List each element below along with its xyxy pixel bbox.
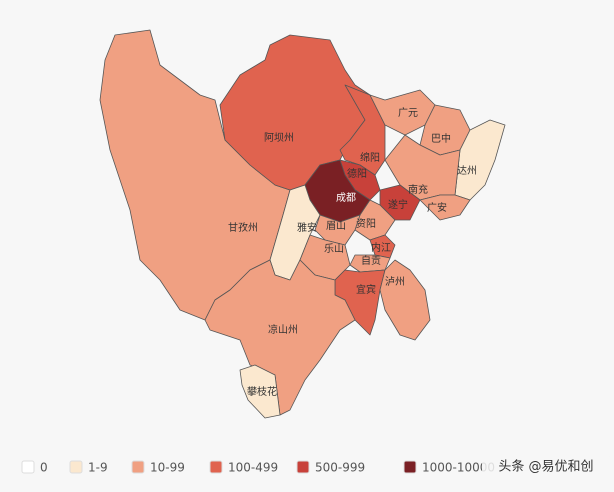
region bbox=[419, 194, 471, 221]
region-label: 广安 bbox=[427, 201, 447, 214]
region-label: 内江 bbox=[371, 241, 391, 254]
region-label: 眉山 bbox=[326, 220, 346, 232]
region bbox=[204, 259, 356, 416]
legend-swatch bbox=[131, 460, 145, 474]
region-label: 甘孜州 bbox=[228, 221, 258, 234]
region-label: 乐山 bbox=[324, 243, 344, 255]
legend-swatch bbox=[403, 460, 417, 474]
region bbox=[314, 214, 361, 246]
watermark: 头条 @易优和创 bbox=[498, 459, 593, 475]
watermark-bg bbox=[482, 455, 610, 479]
legend-label: 1000-10000 bbox=[422, 461, 495, 475]
region-label: 凉山州 bbox=[268, 323, 298, 336]
region bbox=[354, 199, 396, 241]
legend-swatch bbox=[296, 460, 310, 474]
region-label: 雅安 bbox=[297, 221, 317, 234]
region-label: 南充 bbox=[408, 183, 428, 196]
region bbox=[239, 364, 281, 419]
region bbox=[369, 89, 436, 136]
region bbox=[369, 234, 396, 259]
region-label: 广元 bbox=[398, 107, 418, 119]
legend-label: 10-99 bbox=[150, 461, 185, 475]
region-label: 绵阳 bbox=[360, 151, 380, 164]
region-label: 资阳 bbox=[356, 218, 376, 230]
region bbox=[379, 259, 431, 341]
legend-label: 0 bbox=[40, 461, 48, 475]
region-label: 达州 bbox=[457, 165, 477, 177]
legend-swatch bbox=[21, 460, 35, 474]
legend-swatch bbox=[209, 460, 223, 474]
legend-label: 100-499 bbox=[228, 461, 278, 475]
region-label: 攀枝花 bbox=[247, 385, 277, 398]
region-label: 阿坝州 bbox=[264, 132, 294, 144]
region-label: 自贡 bbox=[361, 254, 381, 267]
region-label: 德阳 bbox=[347, 167, 367, 180]
legend-label: 1-9 bbox=[88, 461, 108, 475]
region-label: 遂宁 bbox=[388, 198, 408, 211]
region-label: 宜宾 bbox=[356, 283, 376, 296]
legend-swatch bbox=[69, 460, 83, 474]
region-label: 成都 bbox=[336, 192, 356, 204]
legend-label: 500-999 bbox=[315, 461, 365, 475]
region-label: 泸州 bbox=[385, 276, 405, 288]
region-label: 巴中 bbox=[431, 132, 451, 145]
